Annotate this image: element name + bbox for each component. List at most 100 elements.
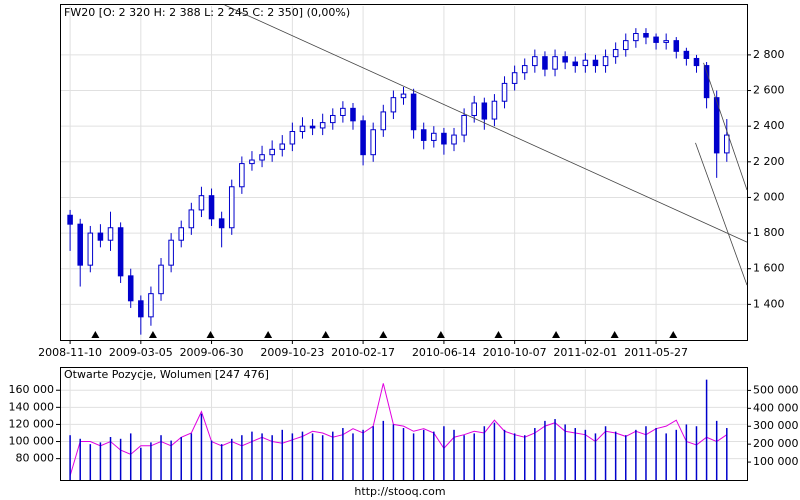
footer: http://stooq.com [354, 485, 445, 498]
candle-body [592, 59, 599, 67]
y2-tick-label: 500 000 [753, 383, 799, 396]
y-tick-label: 1 800 [753, 226, 785, 239]
candle-body [289, 131, 296, 145]
x-tick-label: 2011-05-27 [624, 346, 688, 359]
candle-body [471, 102, 477, 116]
x-tick-label: 2009-10-23 [260, 346, 324, 359]
marker [91, 331, 100, 338]
candle-body [299, 125, 306, 133]
candle-body [269, 148, 275, 156]
marker [379, 331, 388, 338]
y-tick-label: 80 000 [16, 452, 55, 465]
marker [148, 331, 157, 338]
candle-body [340, 107, 346, 116]
candle-body [562, 56, 568, 63]
x-tick-label: 2010-06-14 [412, 346, 476, 359]
panel-title: Otwarte Pozycje, Wolumen [247 476] [64, 368, 269, 381]
candle-body [693, 57, 700, 67]
candle-body [390, 97, 397, 113]
candle-body [239, 163, 245, 188]
open-interest-line [69, 383, 728, 476]
candle-body [400, 93, 407, 99]
candle-body [218, 218, 225, 229]
x-tick-label: 2011-02-01 [553, 346, 617, 359]
candle-body [683, 50, 690, 59]
candle-body [511, 72, 518, 84]
marker [552, 331, 561, 338]
trend-line [695, 142, 748, 286]
candle-body [138, 300, 144, 318]
y-tick-label: 2 200 [753, 155, 785, 168]
y-tick-label: 1 400 [753, 297, 785, 310]
x-tick-label: 2009-06-30 [180, 346, 244, 359]
candle-body [612, 49, 619, 58]
candle-body [168, 239, 174, 266]
y-tick-label: 2 800 [753, 48, 785, 61]
y2-tick-label: 200 000 [753, 437, 799, 450]
candle-body [77, 223, 83, 266]
candle-body [622, 40, 629, 51]
y-tick-label: 160 000 [9, 383, 55, 396]
candle-body [451, 134, 457, 145]
y-tick-label: 100 000 [9, 435, 55, 448]
y-tick-label: 120 000 [9, 417, 55, 430]
candle-body [259, 154, 265, 161]
candle-body [228, 186, 235, 229]
candle-body [703, 65, 710, 99]
candle-body [309, 125, 316, 129]
candle-body [501, 82, 508, 102]
y-tick-label: 2 600 [753, 84, 785, 97]
candle-body [713, 97, 720, 154]
y-tick-label: 140 000 [9, 400, 55, 413]
candle-body [148, 293, 154, 318]
candle-body [552, 56, 558, 70]
candle-body [572, 61, 579, 67]
candle-body [97, 232, 104, 241]
candle-body [208, 195, 215, 220]
candle-body [410, 93, 417, 131]
candle-body [279, 143, 286, 150]
candle-body [542, 56, 548, 70]
candle-body [532, 56, 538, 67]
candle-body [491, 100, 498, 120]
x-tick-label: 2009-03-05 [109, 346, 173, 359]
candle-body [319, 122, 326, 129]
candle-body [602, 56, 609, 67]
y-tick-label: 2 400 [753, 119, 785, 132]
candle-body [330, 114, 336, 124]
candle-body [360, 120, 366, 156]
y-tick-label: 1 600 [753, 262, 785, 275]
price-panel [60, 4, 748, 341]
candle-body [198, 195, 205, 211]
x-tick-label: 2010-10-07 [483, 346, 547, 359]
marker [206, 331, 215, 338]
candle-body [188, 209, 195, 229]
candle-body [663, 40, 669, 43]
candle-body [582, 59, 589, 67]
x-tick-label: 2008-11-10 [38, 346, 102, 359]
candle-body [178, 227, 185, 241]
candle-body [420, 129, 427, 141]
candle-body [431, 132, 437, 141]
candle-body [370, 129, 376, 156]
candle-body [380, 111, 387, 131]
marker [610, 331, 619, 338]
marker [321, 331, 330, 338]
y-tick-label: 2 000 [753, 190, 785, 203]
y2-tick-label: 300 000 [753, 419, 799, 432]
y2-tick-label: 100 000 [753, 455, 799, 468]
candle-body [633, 33, 639, 42]
candle-body [249, 159, 255, 165]
marker [494, 331, 503, 338]
marker [669, 331, 678, 338]
candle-body [673, 40, 680, 52]
candle-body [461, 114, 467, 136]
candle-body [521, 65, 528, 74]
candle-body [350, 107, 356, 122]
marker [264, 331, 273, 338]
trend-line [224, 4, 748, 243]
candle-body [127, 275, 134, 302]
marker [436, 331, 445, 338]
candle-body [481, 102, 488, 120]
